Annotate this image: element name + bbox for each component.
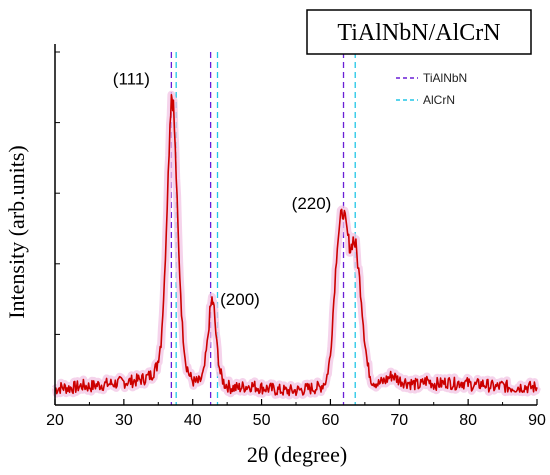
legend-label-tialnbn: TiAlNbN <box>423 71 467 85</box>
series-layer <box>51 90 541 400</box>
peak-annotations: (111) (200) (220) <box>113 69 332 309</box>
peak-label: (111) <box>113 69 150 88</box>
legend-label-alcrn: AlCrN <box>423 93 455 107</box>
peak-label: (200) <box>220 290 260 309</box>
x-tick-label: 40 <box>184 412 202 429</box>
x-tick-label: 60 <box>322 412 340 429</box>
x-axis-ticks: 20 30 40 50 60 70 80 90 <box>46 399 546 429</box>
x-tick-label: 20 <box>46 412 64 429</box>
x-tick-label: 50 <box>253 412 271 429</box>
x-tick-label: 80 <box>459 412 477 429</box>
chart-title: TiAlNbN/AlCrN <box>337 20 500 46</box>
x-tick-label: 70 <box>390 412 408 429</box>
title-box: TiAlNbN/AlCrN <box>306 9 532 55</box>
x-tick-label: 30 <box>115 412 133 429</box>
series-line <box>54 94 538 397</box>
x-tick-label: 90 <box>528 412 546 429</box>
y-axis-title: Intensity (arb.units) <box>4 145 29 319</box>
legend: TiAlNbN AlCrN <box>396 71 467 107</box>
peak-label: (220) <box>292 194 332 213</box>
x-axis-title: 2θ (degree) <box>247 442 347 467</box>
axes <box>54 44 537 406</box>
title-frame <box>306 9 532 55</box>
series-halo <box>51 90 541 400</box>
